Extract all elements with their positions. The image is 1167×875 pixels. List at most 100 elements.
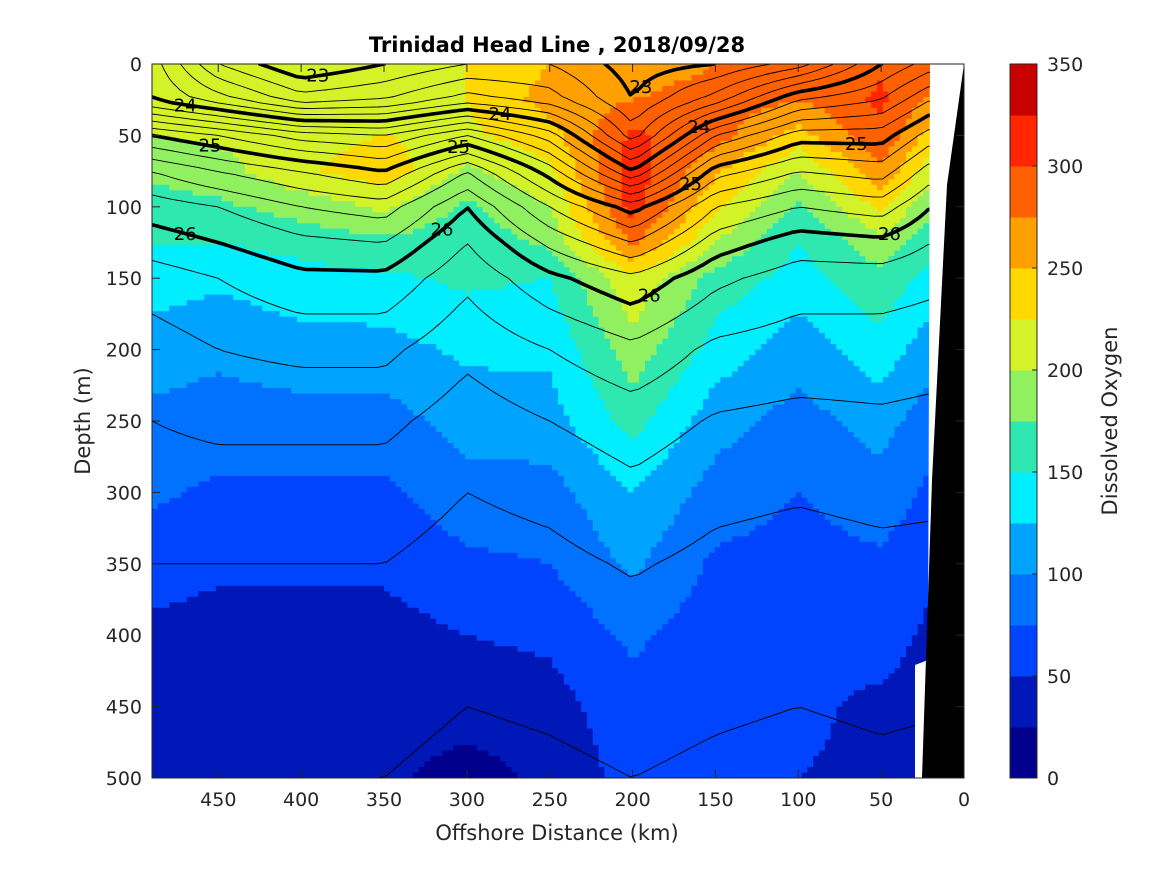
oxygen-cell xyxy=(215,657,223,664)
oxygen-cell xyxy=(233,151,240,158)
oxygen-cell xyxy=(268,80,275,87)
oxygen-cell xyxy=(169,453,176,461)
oxygen-cell xyxy=(204,415,211,422)
oxygen-cell xyxy=(186,508,194,515)
oxygen-cell xyxy=(152,388,159,395)
oxygen-cell xyxy=(186,195,194,202)
oxygen-cell xyxy=(227,212,234,219)
oxygen-cell xyxy=(221,459,228,466)
oxygen-cell xyxy=(262,421,269,428)
oxygen-cell xyxy=(175,272,182,279)
oxygen-cell xyxy=(349,129,356,136)
oxygen-cell xyxy=(326,261,333,268)
oxygen-cell xyxy=(198,151,205,158)
oxygen-cell xyxy=(215,470,223,477)
oxygen-cell xyxy=(268,442,275,450)
oxygen-cell xyxy=(198,322,205,329)
oxygen-cell xyxy=(360,316,368,323)
oxygen-cell xyxy=(291,723,298,730)
oxygen-cell xyxy=(349,470,356,477)
oxygen-cell xyxy=(314,333,321,340)
oxygen-cell xyxy=(273,530,281,537)
oxygen-cell xyxy=(215,431,223,439)
oxygen-cell xyxy=(337,223,344,230)
oxygen-cell xyxy=(175,168,182,175)
oxygen-cell xyxy=(163,596,170,603)
oxygen-cell xyxy=(192,399,199,406)
oxygen-cell xyxy=(215,300,223,307)
oxygen-cell xyxy=(163,646,170,653)
oxygen-cell xyxy=(239,421,246,428)
oxygen-cell xyxy=(157,646,165,653)
oxygen-cell xyxy=(181,728,188,735)
oxygen-cell xyxy=(302,283,310,290)
oxygen-cell xyxy=(343,107,350,115)
oxygen-cell xyxy=(372,102,379,109)
oxygen-cell xyxy=(250,486,257,493)
oxygen-cell xyxy=(279,415,286,422)
oxygen-cell xyxy=(302,300,310,307)
oxygen-cell xyxy=(192,497,199,504)
oxygen-cell xyxy=(285,750,292,757)
oxygen-cell xyxy=(268,206,275,213)
oxygen-cell xyxy=(186,151,194,158)
oxygen-cell xyxy=(297,261,304,268)
oxygen-cell xyxy=(355,129,362,136)
oxygen-cell xyxy=(331,91,339,98)
oxygen-cell xyxy=(175,80,182,87)
oxygen-cell xyxy=(279,102,286,109)
oxygen-cell xyxy=(366,464,373,472)
oxygen-cell xyxy=(302,366,310,373)
oxygen-cell xyxy=(233,453,240,461)
oxygen-cell xyxy=(244,684,252,691)
oxygen-cell xyxy=(215,745,223,752)
oxygen-cell xyxy=(192,426,199,433)
oxygen-cell xyxy=(239,426,246,433)
oxygen-cell xyxy=(181,723,188,730)
oxygen-cell xyxy=(297,250,304,257)
oxygen-cell xyxy=(256,772,263,778)
oxygen-cell xyxy=(169,602,176,609)
oxygen-cell xyxy=(291,558,298,565)
oxygen-cell xyxy=(233,195,240,202)
oxygen-cell xyxy=(233,673,240,680)
oxygen-cell xyxy=(181,360,188,367)
oxygen-cell xyxy=(210,442,217,450)
oxygen-cell xyxy=(233,701,240,708)
oxygen-cell xyxy=(308,85,315,93)
oxygen-cell xyxy=(221,267,228,274)
oxygen-cell xyxy=(221,673,228,680)
oxygen-cell xyxy=(302,261,310,268)
oxygen-cell xyxy=(204,475,211,483)
oxygen-cell xyxy=(227,223,234,230)
oxygen-cell xyxy=(215,552,223,559)
oxygen-cell xyxy=(297,421,304,428)
oxygen-cell xyxy=(186,410,194,417)
oxygen-cell xyxy=(343,613,350,620)
oxygen-cell xyxy=(157,453,165,461)
oxygen-cell xyxy=(157,366,165,373)
oxygen-cell xyxy=(355,217,362,224)
oxygen-cell xyxy=(355,91,362,98)
oxygen-cell xyxy=(227,333,234,340)
oxygen-cell xyxy=(302,596,310,603)
oxygen-cell xyxy=(268,129,275,136)
oxygen-cell xyxy=(366,651,373,658)
oxygen-cell xyxy=(233,69,240,76)
oxygen-cell xyxy=(337,629,344,636)
oxygen-cell xyxy=(285,85,292,93)
oxygen-cell xyxy=(308,371,315,378)
oxygen-cell xyxy=(210,327,217,334)
oxygen-cell xyxy=(279,162,286,169)
oxygen-cell xyxy=(181,569,188,576)
oxygen-cell xyxy=(326,140,333,147)
oxygen-cell xyxy=(210,668,217,675)
oxygen-cell xyxy=(227,338,234,345)
oxygen-cell xyxy=(366,772,373,778)
oxygen-cell xyxy=(273,91,281,98)
oxygen-cell xyxy=(210,624,217,631)
oxygen-cell xyxy=(256,767,263,774)
oxygen-cell xyxy=(186,453,194,461)
oxygen-cell xyxy=(227,366,234,373)
oxygen-cell xyxy=(250,421,257,428)
